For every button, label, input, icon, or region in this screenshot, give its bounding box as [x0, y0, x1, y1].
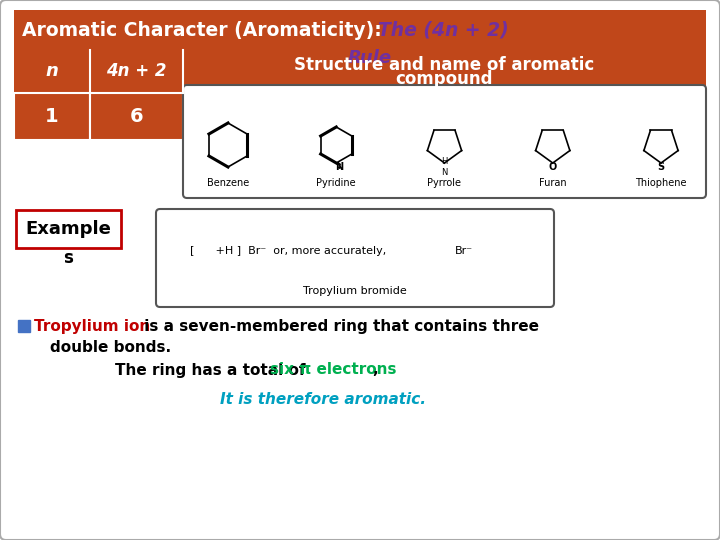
- Text: compound: compound: [396, 71, 493, 89]
- Text: Furan: Furan: [539, 178, 567, 188]
- FancyBboxPatch shape: [156, 209, 554, 307]
- Bar: [16, 210, 121, 248]
- Text: The (4n + 2): The (4n + 2): [378, 21, 509, 39]
- Text: H
N: H N: [441, 157, 448, 177]
- FancyBboxPatch shape: [183, 85, 706, 198]
- Text: 1: 1: [45, 107, 59, 126]
- Text: S: S: [657, 162, 665, 172]
- Text: six π electrons: six π electrons: [270, 362, 397, 377]
- Text: [      +H ]  Br⁻  or, more accurately,: [ +H ] Br⁻ or, more accurately,: [190, 246, 386, 256]
- Text: is a seven-membered ring that contains three: is a seven-membered ring that contains t…: [139, 319, 539, 334]
- Text: n: n: [45, 63, 58, 80]
- Bar: [90, 93, 183, 140]
- Text: Br⁻: Br⁻: [455, 246, 473, 256]
- Bar: [14, 10, 706, 50]
- Text: It is therefore aromatic.: It is therefore aromatic.: [220, 393, 426, 408]
- Text: O: O: [549, 162, 557, 172]
- Text: Thiophene: Thiophene: [635, 178, 687, 188]
- Bar: [18, 320, 30, 332]
- Text: N: N: [336, 162, 343, 172]
- Text: Example: Example: [26, 220, 112, 238]
- Text: Pyridine: Pyridine: [316, 178, 356, 188]
- Text: Rule: Rule: [348, 49, 392, 67]
- Text: 4n + 2: 4n + 2: [107, 63, 167, 80]
- Bar: [14, 93, 90, 140]
- Text: ,: ,: [372, 362, 377, 377]
- Text: double bonds.: double bonds.: [50, 341, 171, 355]
- Text: The ring has a total of: The ring has a total of: [115, 362, 311, 377]
- Text: Aromatic Character (Aromaticity):: Aromatic Character (Aromaticity):: [22, 21, 388, 39]
- Text: 6: 6: [130, 107, 143, 126]
- Bar: [14, 50, 706, 93]
- Text: Benzene: Benzene: [207, 178, 249, 188]
- Text: Tropylium bromide: Tropylium bromide: [303, 286, 407, 296]
- Text: Tropylium ion: Tropylium ion: [34, 319, 150, 334]
- Text: Pyrrole: Pyrrole: [428, 178, 462, 188]
- Text: Structure and name of aromatic: Structure and name of aromatic: [294, 57, 595, 75]
- Text: s: s: [63, 249, 73, 267]
